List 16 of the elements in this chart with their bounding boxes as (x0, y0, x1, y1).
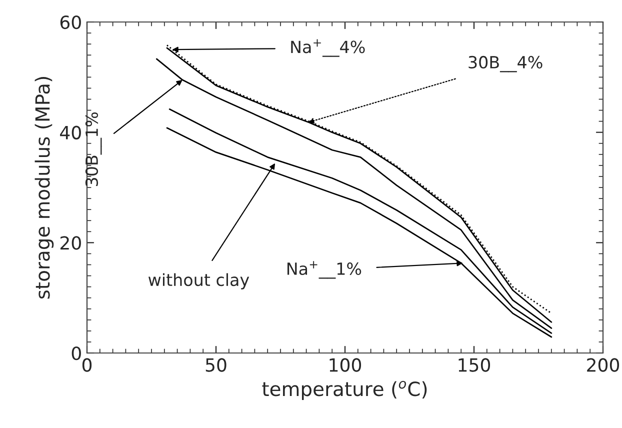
annotation: without clay (148, 273, 250, 290)
y-tick-label: 0 (72, 346, 81, 360)
y-tick-label: 60 (60, 15, 81, 30)
x-tick-label: 100 (330, 358, 362, 372)
x-tick-label: 200 (587, 358, 620, 372)
y-tick-label: 40 (60, 126, 81, 140)
y-tick-label: 20 (60, 236, 81, 250)
y-axis-title: storage modulus (MPa) (34, 77, 54, 299)
annotation: Na$^{+}$__4% (291, 39, 365, 57)
annotation: Na$^{+}$__1% (287, 261, 362, 279)
annotation: 30B__1% (85, 112, 102, 186)
x-tick-label: 0 (82, 358, 92, 372)
x-axis-title: temperature ($^{o}$C) (262, 380, 427, 400)
x-tick-label: 150 (458, 358, 490, 372)
x-tick-label: 50 (206, 358, 226, 372)
annotation: 30B__4% (468, 56, 542, 72)
